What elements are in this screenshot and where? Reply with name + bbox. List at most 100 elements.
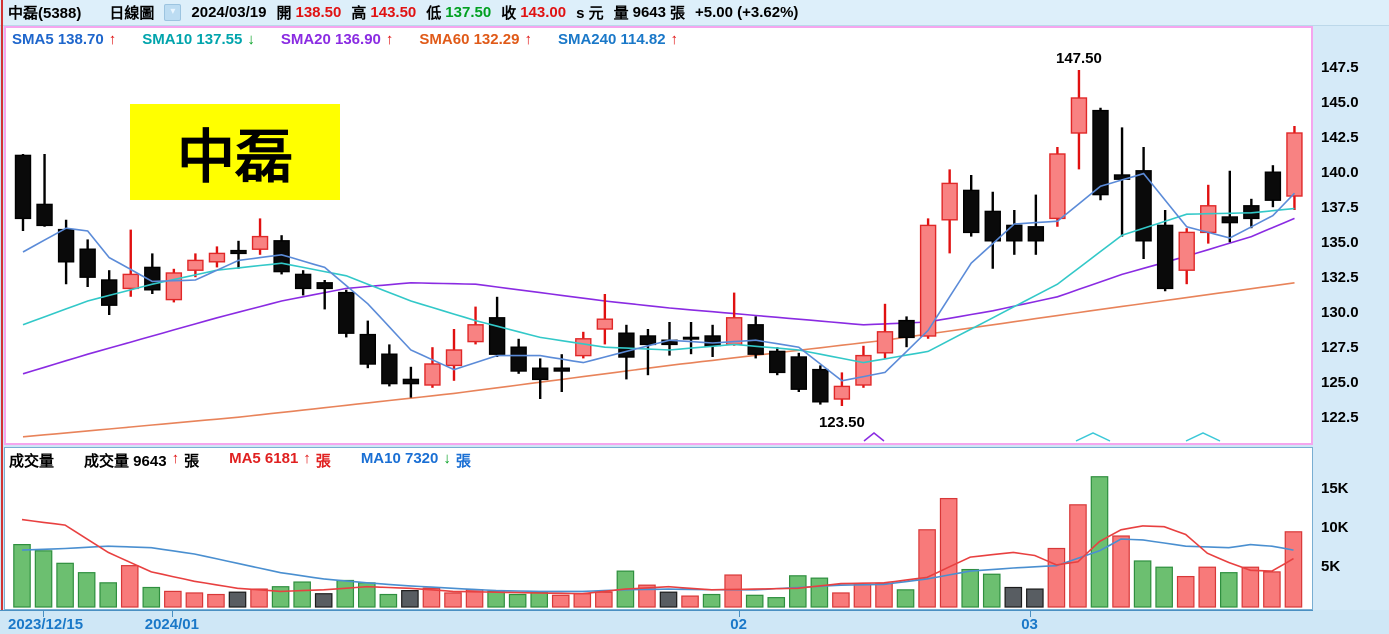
volume-bar: [896, 589, 915, 608]
quote-低: 低 137.50: [426, 4, 492, 22]
volume-ma5-line: [21, 518, 1294, 595]
candle-body: [596, 318, 614, 330]
candle-body: [984, 210, 1001, 242]
volume-bar: [1198, 566, 1217, 608]
volume-bar: [314, 593, 333, 608]
price-axis-label: 145.0: [1321, 94, 1359, 111]
volume-bar: [767, 597, 786, 608]
volume-bar: [250, 588, 268, 608]
date-label: 2023/12/15: [8, 616, 84, 633]
down-arrow-icon: ↓: [247, 31, 255, 48]
price-axis-label: 125.0: [1321, 374, 1359, 391]
volume-bar: [99, 582, 117, 608]
volume-bar: [918, 529, 936, 608]
price-axis-label: 127.5: [1321, 339, 1359, 356]
candle-body: [553, 367, 570, 372]
candlestick-chart[interactable]: [6, 28, 1311, 443]
volume-bar: [1241, 566, 1260, 608]
volume-bar: [271, 586, 290, 608]
volume-bar: [228, 591, 247, 608]
sma-legend-item-sma20: SMA20 136.90 ↑: [280, 31, 394, 48]
candle-body: [1049, 153, 1066, 220]
date-tick: [738, 611, 740, 617]
volume-bar: [982, 573, 1001, 608]
date-tick: [42, 611, 44, 617]
up-arrow-icon: ↑: [303, 450, 311, 467]
volume-bar: [293, 581, 311, 608]
price-axis-label: 140.0: [1321, 164, 1359, 181]
clipped-indicator-mark: [1075, 432, 1111, 442]
volume-bars-chart[interactable]: [5, 448, 1312, 609]
volume-bar: [120, 565, 139, 608]
symbol-name: 中磊(5388): [8, 5, 82, 22]
volume-bar: [1284, 531, 1303, 608]
candle-body: [1070, 97, 1088, 134]
chart-type-dropdown-icon[interactable]: ▾: [164, 4, 182, 21]
volume-bar: [1176, 575, 1195, 608]
candle-body: [381, 353, 398, 385]
volume-bar: [961, 568, 979, 608]
sma-legend-item-sma5: SMA5 138.70 ↑: [12, 31, 117, 48]
candle-body: [57, 228, 75, 263]
volume-axis-label: 15K: [1321, 480, 1349, 497]
candle-body: [1135, 170, 1152, 242]
up-arrow-icon: ↑: [670, 31, 679, 48]
volume-bar: [77, 572, 96, 608]
up-arrow-icon: ↑: [108, 31, 117, 48]
date-axis-line: [0, 610, 1313, 611]
candle-body: [941, 182, 958, 221]
quote-values: 開 138.50 高 143.50 低 137.50 收 143.00: [276, 2, 566, 23]
change-text: +5.00 (+3.62%): [695, 4, 799, 21]
candle-body: [1200, 205, 1217, 234]
volume-bar: [551, 594, 570, 608]
sma60-line: [22, 282, 1295, 438]
price-chart-panel: SMA5 138.70 ↑ SMA10 137.55 ↓ SMA20 136.90 ↑ SM…: [4, 26, 1313, 445]
volume-bar: [164, 590, 182, 608]
sma-legend-item-sma60: SMA60 132.29 ↑: [419, 31, 532, 48]
candle-body: [532, 367, 549, 381]
quote-高: 高 143.50: [351, 4, 417, 22]
candle-body: [639, 335, 657, 346]
sma10-line: [22, 207, 1295, 364]
price-svg: [14, 70, 1303, 442]
candle-body: [704, 335, 721, 347]
quote-date: 2024/03/19: [191, 4, 267, 21]
volume-bar: [422, 587, 441, 608]
chart-type-label: 日線圖: [109, 5, 155, 22]
quote-收: 收 143.00: [501, 4, 567, 22]
candle-body: [682, 336, 700, 340]
up-arrow-icon: ↑: [171, 450, 180, 467]
candle-body: [1156, 224, 1174, 290]
candle-body: [1221, 216, 1239, 224]
candle-body: [402, 378, 420, 385]
volume-bar: [681, 595, 699, 608]
price-axis-label: 142.5: [1321, 129, 1359, 146]
candle-body: [100, 279, 118, 306]
up-arrow-icon: ↑: [385, 31, 394, 48]
candle-body: [316, 282, 333, 290]
trough-price-annotation: 123.50: [818, 414, 865, 431]
volume-bar: [487, 590, 505, 608]
candle-body: [251, 235, 269, 250]
candle-body: [575, 338, 592, 357]
sma-legend: SMA5 138.70 ↑ SMA10 137.55 ↓ SMA20 136.90 ↑ SM…: [12, 31, 678, 48]
candle-body: [1006, 224, 1023, 242]
volume-bar: [1112, 535, 1130, 608]
candle-body: [833, 385, 851, 400]
volume-bar: [573, 593, 592, 608]
volume-bar: [1155, 566, 1173, 608]
volume-bar: [1026, 588, 1044, 608]
price-axis-label: 137.5: [1321, 199, 1359, 216]
candle-body: [1286, 132, 1303, 197]
candle-body: [208, 252, 226, 263]
candle-body: [79, 248, 96, 278]
volume-bar: [810, 577, 829, 608]
up-arrow-icon: ↑: [524, 31, 532, 48]
quote-bar: 中磊(5388) 日線圖 ▾ 2024/03/19 開 138.50 高 143.50…: [0, 0, 1389, 26]
volume-bar: [832, 592, 850, 608]
price-axis-label: 132.5: [1321, 269, 1359, 286]
candle-body: [338, 291, 355, 334]
volume-bar: [508, 593, 527, 608]
clipped-indicator-mark: [1185, 432, 1221, 442]
